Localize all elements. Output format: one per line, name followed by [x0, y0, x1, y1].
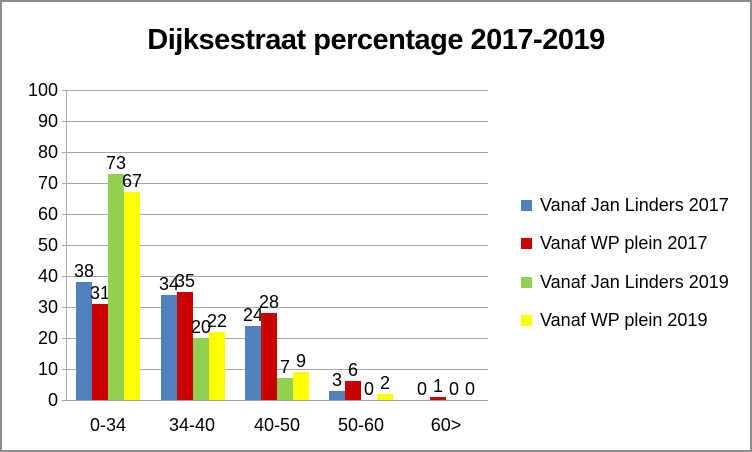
y-axis-label: 80: [37, 142, 58, 162]
category-label: 0-34: [89, 415, 127, 435]
bar: [377, 394, 393, 400]
legend-swatch-icon: [521, 276, 532, 288]
bar: [108, 174, 124, 400]
y-axis-tick: [62, 369, 66, 370]
bar-value-label: 0: [448, 379, 459, 399]
y-gridline: [66, 121, 488, 122]
bar-value-label: 0: [363, 379, 374, 399]
bar: [329, 391, 345, 400]
bar: [293, 372, 309, 400]
y-gridline: [66, 369, 488, 370]
y-gridline: [66, 214, 488, 215]
category-label: 50-60: [337, 415, 385, 435]
bar: [124, 192, 140, 400]
bar-value-label: 67: [121, 171, 143, 191]
bar: [177, 292, 193, 401]
y-gridline: [66, 307, 488, 308]
y-axis-tick: [62, 90, 66, 91]
category-label: 40-50: [253, 415, 301, 435]
bar-value-label: 22: [206, 311, 228, 331]
legend-label: Vanaf WP plein 2019: [540, 309, 708, 330]
bar-value-label: 73: [105, 153, 127, 173]
legend-label: Vanaf Jan Linders 2019: [540, 271, 729, 292]
bar: [76, 282, 92, 400]
y-axis-label: 100: [27, 80, 58, 100]
bar-value-label: 6: [347, 360, 358, 380]
y-axis-label: 20: [37, 328, 58, 348]
y-gridline: [66, 276, 488, 277]
y-gridline: [66, 152, 488, 153]
bar-value-label: 24: [242, 305, 264, 325]
y-axis-label: 30: [37, 297, 58, 317]
y-gridline: [66, 245, 488, 246]
legend-swatch-icon: [521, 199, 532, 211]
y-axis-label: 70: [37, 173, 58, 193]
legend-swatch-icon: [521, 237, 532, 249]
y-axis-tick: [62, 183, 66, 184]
legend-item: Vanaf WP plein 2017: [521, 233, 707, 253]
legend-item: Vanaf Jan Linders 2017: [521, 195, 729, 215]
category-label: 60>: [430, 415, 462, 435]
x-axis-line: [66, 400, 488, 401]
y-gridline: [66, 338, 488, 339]
legend-label: Vanaf WP plein 2017: [540, 232, 708, 253]
bar: [345, 381, 361, 400]
chart-title: Dijksestraat percentage 2017-2019: [147, 24, 605, 56]
legend-item: Vanaf WP plein 2019: [521, 310, 707, 330]
bar-value-label: 9: [295, 351, 306, 371]
bar: [430, 397, 446, 400]
y-axis-tick: [62, 338, 66, 339]
bar-value-label: 31: [89, 283, 111, 303]
bar: [193, 338, 209, 400]
bar: [261, 313, 277, 400]
bar-value-label: 0: [416, 379, 427, 399]
y-axis-tick: [62, 400, 66, 401]
y-gridline: [66, 183, 488, 184]
y-axis-tick: [62, 152, 66, 153]
y-axis-tick: [62, 276, 66, 277]
bar-value-label: 38: [73, 261, 95, 281]
category-label: 34-40: [168, 415, 216, 435]
bar-value-label: 28: [258, 292, 280, 312]
bar-value-label: 7: [279, 357, 290, 377]
y-axis-line: [66, 90, 67, 401]
y-gridline: [66, 90, 488, 91]
bar: [161, 295, 177, 400]
bar-value-label: 35: [174, 271, 196, 291]
bar: [92, 304, 108, 400]
bar: [209, 332, 225, 400]
legend-item: Vanaf Jan Linders 2019: [521, 272, 729, 292]
legend-swatch-icon: [521, 314, 532, 326]
y-axis-tick: [62, 214, 66, 215]
bar-value-label: 3: [331, 370, 342, 390]
y-axis-tick: [62, 307, 66, 308]
y-axis-label: 40: [37, 266, 58, 286]
bar: [245, 326, 261, 400]
y-axis-label: 0: [47, 390, 58, 410]
bar-value-label: 2: [379, 373, 390, 393]
bar-value-label: 1: [432, 376, 443, 396]
bar-value-label: 20: [190, 317, 212, 337]
bar-value-label: 0: [464, 379, 475, 399]
y-axis-label: 90: [37, 111, 58, 131]
y-axis-label: 50: [37, 235, 58, 255]
y-axis-tick: [62, 121, 66, 122]
y-axis-label: 10: [37, 359, 58, 379]
y-axis-label: 60: [37, 204, 58, 224]
y-axis-tick: [62, 245, 66, 246]
bar: [277, 378, 293, 400]
legend-label: Vanaf Jan Linders 2017: [540, 194, 729, 215]
bar-value-label: 34: [158, 274, 180, 294]
